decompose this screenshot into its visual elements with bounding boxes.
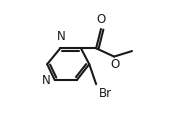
- Text: N: N: [42, 74, 51, 87]
- Text: N: N: [56, 30, 65, 43]
- Text: O: O: [96, 13, 106, 26]
- Text: Br: Br: [99, 87, 112, 100]
- Text: O: O: [111, 58, 120, 71]
